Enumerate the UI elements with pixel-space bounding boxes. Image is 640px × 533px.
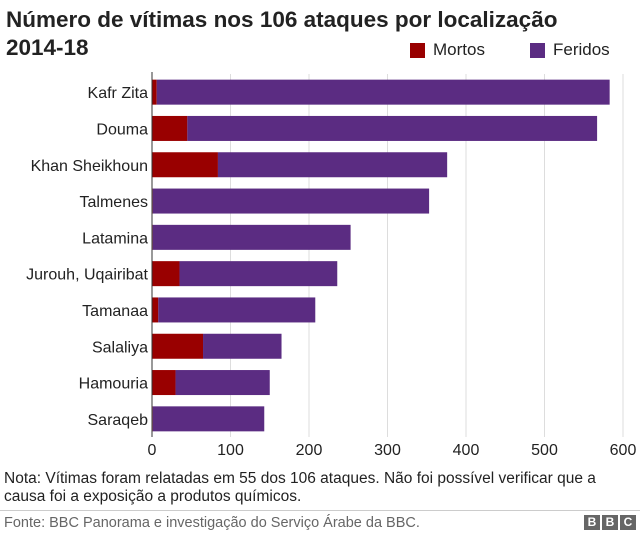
bar-mortos: [152, 152, 218, 178]
y-category-label: Tamanaa: [82, 303, 148, 320]
bar-feridos: [156, 79, 610, 105]
y-category-label: Douma: [96, 121, 148, 138]
bar-chart: 0 100 200 300 400 500 600 Kafr Zita Douma Khan Sh…: [26, 72, 637, 459]
footer-divider: [0, 510, 640, 511]
bbc-logo-letter-2: B: [602, 515, 618, 530]
bar-feridos: [179, 261, 338, 287]
bar-mortos: [152, 297, 159, 323]
legend-item-mortos: Mortos: [410, 40, 485, 60]
x-tick-label: 300: [374, 442, 401, 459]
bar-feridos: [158, 297, 316, 323]
bar-feridos: [152, 188, 430, 214]
x-tick-label: 500: [531, 442, 558, 459]
y-category-label: Hamouria: [79, 376, 148, 393]
bar-mortos: [152, 370, 176, 396]
y-category-label: Talmenes: [80, 194, 148, 211]
x-tick-label: 400: [453, 442, 480, 459]
legend-swatch-feridos: [530, 42, 545, 58]
bar-feridos: [203, 333, 282, 359]
bar-feridos: [152, 224, 351, 250]
source-text: Fonte: BBC Panorama e investigação do Se…: [4, 515, 420, 531]
bar-mortos: [152, 115, 188, 141]
legend-label-feridos: Feridos: [553, 40, 610, 59]
x-tick-label: 100: [217, 442, 244, 459]
y-category-label: Salaliya: [92, 339, 148, 356]
bar-feridos: [152, 406, 265, 432]
bbc-logo-letter-1: B: [584, 515, 600, 530]
x-tick-label: 600: [610, 442, 637, 459]
legend-item-feridos: Feridos: [530, 40, 610, 60]
bbc-logo-letter-3: C: [620, 515, 636, 530]
bbc-logo: B B C: [584, 515, 636, 530]
y-category-label: Khan Sheikhoun: [31, 158, 148, 175]
x-tick-label: 200: [296, 442, 323, 459]
bar-mortos: [152, 261, 180, 287]
chart-note: Nota: Vítimas foram relatadas em 55 dos …: [4, 470, 596, 505]
y-category-label: Jurouh, Uqairibat: [26, 267, 148, 284]
y-category-label: Saraqeb: [88, 412, 149, 429]
chart-title: Número de vítimas nos 106 ataques por lo…: [6, 7, 558, 60]
bar-feridos: [217, 152, 448, 178]
bar-feridos: [187, 115, 598, 141]
bar-feridos: [175, 370, 270, 396]
bar-mortos: [152, 79, 157, 105]
x-tick-label: 0: [148, 442, 157, 459]
y-category-label: Kafr Zita: [88, 85, 149, 102]
legend-label-mortos: Mortos: [433, 40, 485, 59]
bar-mortos: [152, 333, 204, 359]
y-category-label: Latamina: [82, 230, 148, 247]
legend-swatch-mortos: [410, 42, 425, 58]
